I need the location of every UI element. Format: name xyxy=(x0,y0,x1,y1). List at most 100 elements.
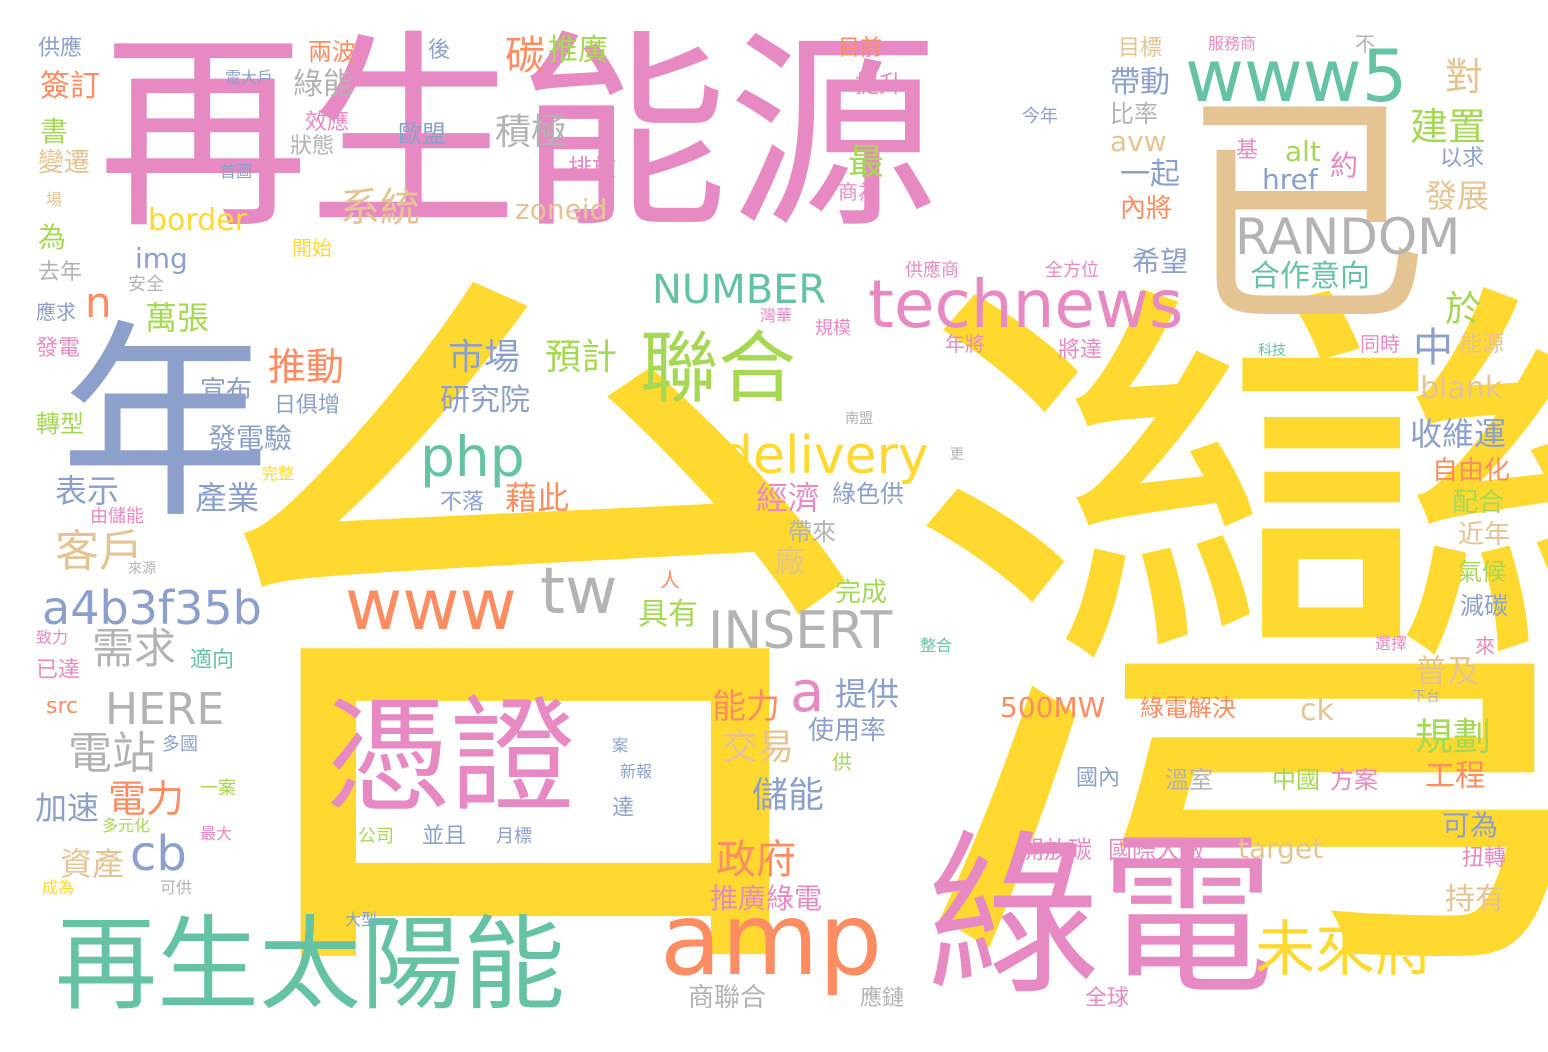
word: 人 xyxy=(660,568,680,592)
word: 可為 xyxy=(1442,809,1499,842)
word: 書 xyxy=(40,115,69,148)
word: HERE xyxy=(105,684,225,735)
word: technews xyxy=(868,266,1184,343)
word: 案 xyxy=(612,736,629,755)
word: 憑證 xyxy=(325,685,575,830)
word: 氣候 xyxy=(1458,558,1506,586)
word: 月標 xyxy=(496,826,532,847)
word: 灣華 xyxy=(760,306,793,325)
word: 加速 xyxy=(35,789,100,827)
word: 致力 xyxy=(36,628,69,647)
word: amp xyxy=(660,881,883,998)
word: 今年 xyxy=(1022,106,1058,127)
word: 電大戶 xyxy=(225,68,274,87)
word: 使用率 xyxy=(808,716,887,746)
word: 公司 xyxy=(358,826,394,847)
word: RANDOM xyxy=(1235,208,1461,266)
word: 自由化 xyxy=(1432,456,1511,486)
word: 更 xyxy=(950,447,964,463)
word: n xyxy=(85,278,112,327)
word: 廠 xyxy=(775,545,805,580)
word: 電站 xyxy=(68,728,156,779)
word: 完整 xyxy=(262,464,295,483)
word: 完成 xyxy=(835,578,888,608)
word: 綠色供 xyxy=(832,480,904,508)
word: 為 xyxy=(38,221,67,254)
word: 產業 xyxy=(195,479,260,517)
word: 全方位 xyxy=(1045,260,1099,281)
word: 發展 xyxy=(1425,177,1490,215)
word: 基 xyxy=(1236,138,1259,163)
word: 規劃 xyxy=(1415,715,1492,759)
word: 發電驗 xyxy=(208,422,293,455)
word: a xyxy=(790,660,825,725)
word: 成為 xyxy=(42,878,75,897)
word: 適向 xyxy=(190,648,235,673)
word: 帶來 xyxy=(788,518,836,546)
word: 工程 xyxy=(1425,759,1485,794)
word: NUMBER xyxy=(652,267,827,313)
word: 綠能 xyxy=(293,67,353,102)
word: 一起 xyxy=(1120,157,1180,192)
word: www5 xyxy=(1185,34,1408,118)
word: ck xyxy=(1300,693,1334,728)
word: 目標 xyxy=(1118,36,1163,61)
word: 不落 xyxy=(440,490,485,515)
word: 推動 xyxy=(268,345,345,389)
word: 應鏈 xyxy=(860,986,905,1011)
word: 預計 xyxy=(545,337,618,378)
word: 發電 xyxy=(36,336,81,361)
word: 開始 xyxy=(292,236,332,260)
word: 供 xyxy=(832,750,852,774)
word: 南盟 xyxy=(845,411,873,427)
word: 收維運 xyxy=(1410,415,1507,453)
word: 狀態 xyxy=(290,134,335,159)
word: 於 xyxy=(1445,289,1482,330)
word: 減碳 xyxy=(1460,592,1508,620)
word: 商聯合 xyxy=(688,983,767,1013)
word: 普及 xyxy=(1415,652,1480,690)
word: 歐盟 xyxy=(398,120,446,148)
word: src xyxy=(46,694,79,719)
word: 科技 xyxy=(1258,343,1286,359)
word: 儲能 xyxy=(752,775,825,816)
word: 合作意向 xyxy=(1250,259,1370,294)
word: 國際大廠 xyxy=(1108,836,1204,864)
word: 對 xyxy=(1445,55,1484,99)
word: 首圖 xyxy=(220,162,253,181)
word: 經濟 xyxy=(756,479,821,517)
word: 需求 xyxy=(92,624,177,673)
word: 權 xyxy=(740,656,757,675)
word: 宣布 xyxy=(200,376,253,406)
word: 最 xyxy=(848,142,885,183)
word: 日俱增 xyxy=(274,393,341,418)
word: 藉此 xyxy=(505,479,570,517)
word: 達 xyxy=(612,796,635,821)
word: 後 xyxy=(428,38,451,63)
word: 下台 xyxy=(1412,689,1440,705)
word: 積極 xyxy=(495,112,568,153)
word: 中國 xyxy=(1272,766,1320,794)
word: 簽訂 xyxy=(40,69,100,104)
word: 中 xyxy=(1413,325,1453,371)
word: 多國 xyxy=(162,734,198,755)
word: 配合 xyxy=(1452,488,1505,518)
word: 表示 xyxy=(55,472,120,510)
word: 500MW xyxy=(1000,691,1106,724)
word: 近年 xyxy=(1458,520,1511,550)
word: avw xyxy=(1110,125,1167,158)
word: 大型 xyxy=(345,910,378,929)
word: 提升 xyxy=(855,70,903,98)
word: 聯合 xyxy=(640,324,797,414)
word: 去年 xyxy=(38,260,83,285)
word: 兩波 xyxy=(308,38,356,66)
word: zoneid xyxy=(515,193,608,226)
word: 提供 xyxy=(835,675,900,713)
word: 已達 xyxy=(36,658,81,683)
word: 帶動 xyxy=(1110,65,1170,100)
word: 應求 xyxy=(36,300,76,324)
word: 不 xyxy=(1355,32,1375,56)
word: 年 xyxy=(60,302,271,547)
word: a4b3f35b xyxy=(42,581,262,635)
